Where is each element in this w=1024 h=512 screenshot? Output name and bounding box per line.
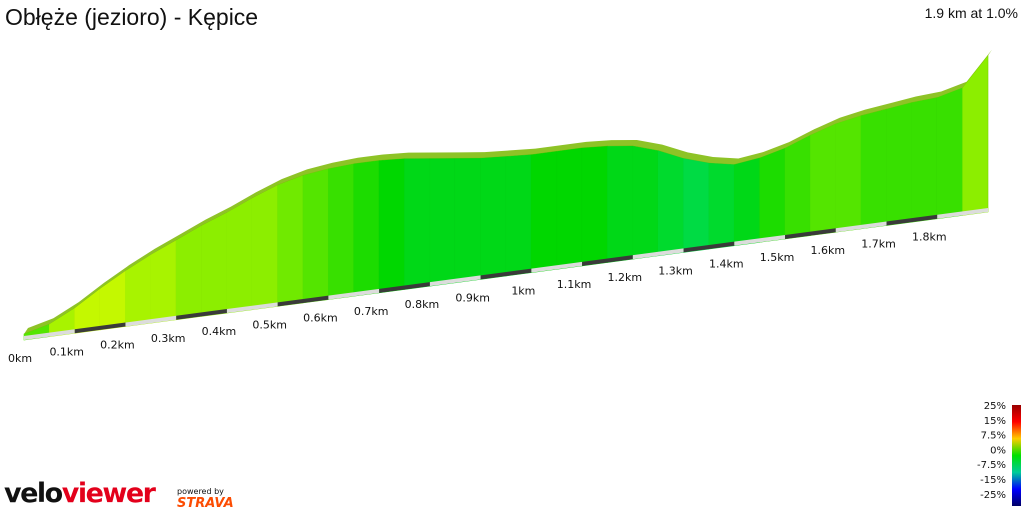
tick-label: 1km bbox=[511, 285, 535, 298]
strava-logo: STRAVA bbox=[177, 496, 234, 511]
profile-segment bbox=[886, 102, 913, 226]
baseline-segment bbox=[785, 228, 836, 239]
tick-label: 0.4km bbox=[202, 325, 237, 338]
legend-label: 0% bbox=[990, 445, 1006, 456]
tick-label: 1.3km bbox=[658, 264, 693, 277]
profile-segment bbox=[252, 184, 278, 311]
baseline-segment bbox=[125, 315, 177, 327]
tick-label: 1.6km bbox=[810, 244, 845, 257]
legend-label: -7.5% bbox=[977, 460, 1006, 471]
distance-tick-labels: 0km 0.1km 0.2km 0.3km 0.4km 0.5km 0.6km 0.7km 0.… bbox=[8, 231, 947, 365]
profile-segment bbox=[150, 239, 177, 324]
baseline-segment bbox=[379, 282, 430, 293]
tick-label: 1.1km bbox=[557, 278, 592, 291]
tick-label: 0km bbox=[8, 352, 32, 365]
baseline-segment bbox=[24, 329, 75, 340]
profile-slices bbox=[23, 54, 989, 341]
tick-label: 0.7km bbox=[354, 305, 389, 318]
profile-segment bbox=[860, 108, 887, 230]
profile-segment bbox=[581, 145, 608, 267]
profile-segment bbox=[784, 134, 811, 240]
baseline-segment bbox=[683, 241, 735, 253]
profile-segment bbox=[936, 87, 963, 220]
profile-segment bbox=[302, 168, 329, 304]
baseline-segment bbox=[886, 214, 938, 226]
baseline-segment bbox=[328, 288, 380, 300]
tick-label: 0.9km bbox=[455, 291, 490, 304]
profile-segment bbox=[734, 157, 760, 247]
profile-segment bbox=[962, 54, 989, 216]
veloviewer-logo: veloviewer bbox=[4, 478, 156, 509]
profile-segment bbox=[810, 123, 837, 236]
profile-segment bbox=[531, 150, 558, 273]
legend-label: 25% bbox=[984, 401, 1006, 412]
profile-segment bbox=[708, 162, 735, 250]
legend-label: 7.5% bbox=[981, 431, 1006, 442]
tick-label: 1.8km bbox=[912, 231, 947, 244]
tick-label: 1.7km bbox=[861, 237, 896, 250]
baseline-segment bbox=[531, 261, 583, 273]
profile-segment bbox=[556, 147, 583, 270]
tick-label: 1.5km bbox=[760, 251, 795, 264]
tick-label: 0.6km bbox=[303, 312, 338, 325]
baseline-segment bbox=[277, 295, 329, 307]
baseline-segment bbox=[582, 255, 633, 266]
tick-label: 1.4km bbox=[709, 258, 744, 271]
profile-segment bbox=[226, 197, 253, 314]
baseline-segment bbox=[734, 234, 786, 246]
tick-label: 1.2km bbox=[608, 271, 643, 284]
baseline-segment bbox=[632, 248, 684, 260]
baseline-segment bbox=[226, 302, 278, 314]
profile-segment bbox=[505, 154, 532, 277]
tick-label: 0.5km bbox=[252, 318, 287, 331]
chart-title: Obłęże (jezioro) - Kępice bbox=[5, 4, 259, 30]
baseline-segment bbox=[937, 208, 988, 219]
profile-segment bbox=[480, 156, 507, 280]
baseline-segment bbox=[74, 322, 126, 334]
route-summary: 1.9 km at 1.0% bbox=[924, 5, 1018, 21]
profile-segment bbox=[911, 97, 938, 223]
profile-segment bbox=[759, 147, 786, 243]
profile-segment bbox=[277, 174, 304, 307]
profile-segment bbox=[175, 225, 202, 321]
tick-label: 0.3km bbox=[151, 332, 186, 345]
baseline-segment bbox=[480, 268, 532, 280]
tick-label: 0.1km bbox=[49, 345, 84, 358]
profile-segment bbox=[683, 158, 710, 253]
profile-segment bbox=[353, 160, 380, 297]
baseline-segment bbox=[835, 221, 887, 233]
powered-by-text: powered by bbox=[177, 487, 224, 496]
profile-segment bbox=[454, 157, 481, 284]
gradient-legend: 25% 15% 7.5% 0% -7.5% -15% -25% bbox=[977, 401, 1021, 506]
profile-segment bbox=[632, 145, 659, 260]
baseline-segment bbox=[429, 275, 481, 287]
profile-segment bbox=[429, 158, 456, 287]
baseline-segment bbox=[176, 309, 227, 320]
distance-baseline bbox=[24, 208, 988, 340]
profile-segment bbox=[201, 212, 228, 317]
legend-label: -25% bbox=[980, 490, 1006, 501]
profile-segment bbox=[378, 158, 405, 294]
tick-label: 0.8km bbox=[405, 298, 440, 311]
profile-segment bbox=[657, 150, 684, 257]
legend-label: 15% bbox=[984, 416, 1006, 427]
gradient-legend-bar bbox=[1012, 405, 1021, 506]
legend-label: -15% bbox=[980, 475, 1006, 486]
profile-segment bbox=[328, 163, 355, 300]
tick-label: 0.2km bbox=[100, 339, 135, 352]
profile-segment bbox=[607, 145, 634, 263]
profile-segment bbox=[404, 158, 431, 290]
profile-segment bbox=[835, 115, 862, 233]
